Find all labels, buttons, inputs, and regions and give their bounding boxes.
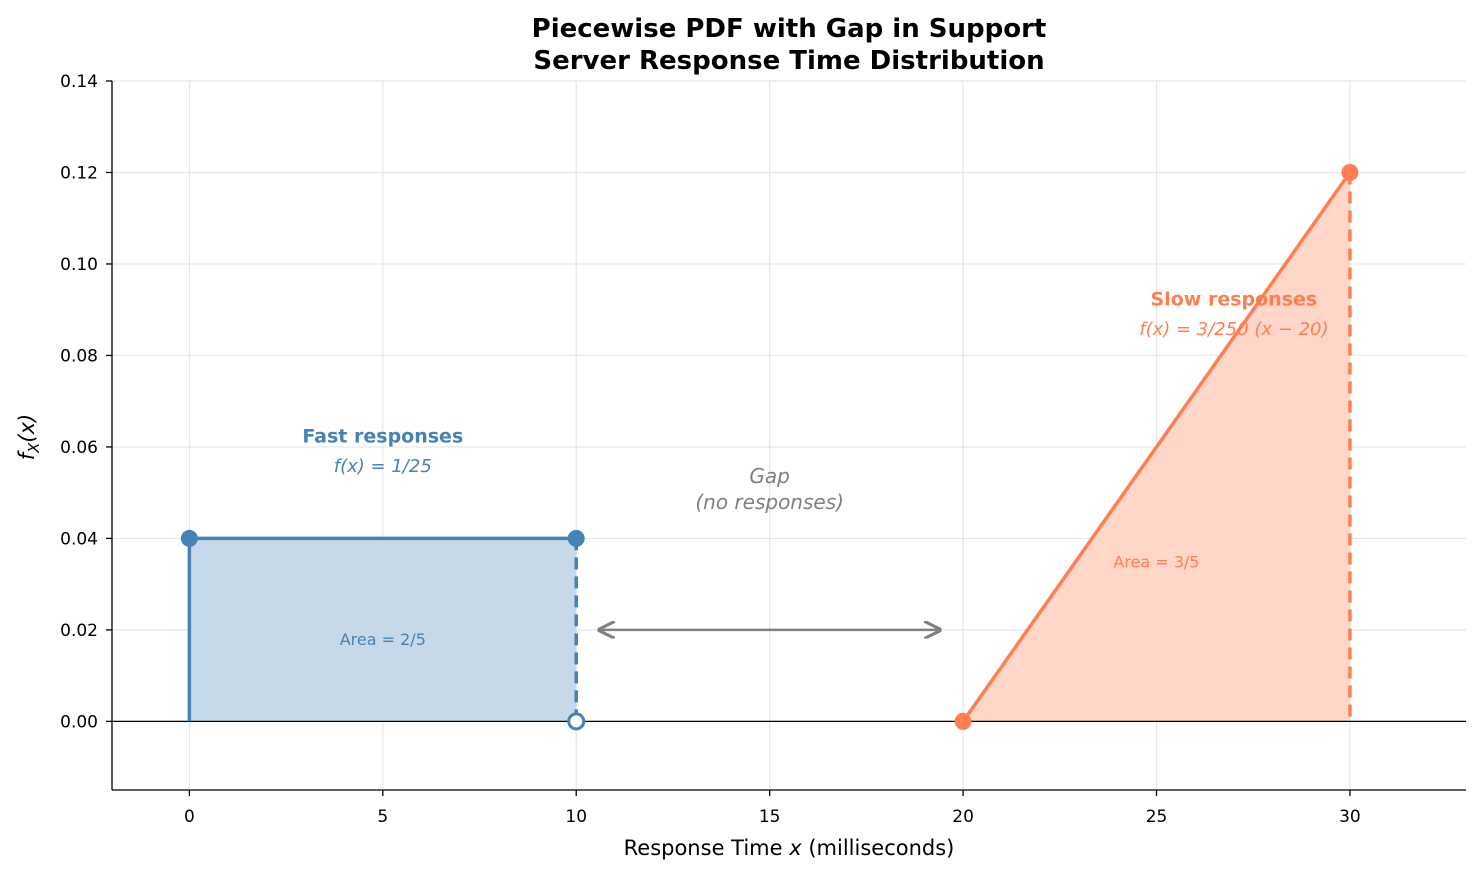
series-annotations: Fast responses f(x) = 1/25 Area = 2/5 Slow … bbox=[302, 288, 1328, 649]
series-lines bbox=[180, 163, 1359, 731]
y-tick-label: 0.00 bbox=[60, 712, 98, 732]
x-tick-label: 15 bbox=[759, 807, 781, 827]
fast-open-point bbox=[567, 712, 586, 731]
y-tick-label: 0.12 bbox=[60, 163, 98, 183]
slow-area-label: Area = 3/5 bbox=[1113, 552, 1199, 571]
x-tick-label: 25 bbox=[1146, 807, 1168, 827]
x-tick-label: 5 bbox=[377, 807, 388, 827]
fast-series-label: Fast responses bbox=[302, 426, 463, 448]
x-axis-label-var: x bbox=[788, 836, 802, 860]
x-axis-label-suffix: (milliseconds) bbox=[802, 836, 955, 860]
x-tick-label: 30 bbox=[1339, 807, 1361, 827]
x-tick-label: 10 bbox=[565, 807, 587, 827]
y-axis-label: fX(x) bbox=[15, 414, 43, 461]
y-tick-label: 0.02 bbox=[60, 621, 98, 641]
y-axis-label-tail: (x) bbox=[15, 414, 39, 443]
slow-start-point bbox=[954, 712, 972, 730]
fast-end-point bbox=[567, 529, 585, 547]
fast-start-point bbox=[180, 529, 198, 547]
tick-labels: 0 5 10 15 20 25 30 0.00 0.02 0.04 0.06 0.08 0.10 0.12… bbox=[60, 72, 1361, 827]
y-tick-label: 0.14 bbox=[60, 72, 98, 92]
y-tick-label: 0.06 bbox=[60, 438, 98, 458]
x-tick-label: 20 bbox=[952, 807, 974, 827]
y-tick-label: 0.10 bbox=[60, 255, 98, 275]
chart-title: Piecewise PDF with Gap in Support bbox=[532, 14, 1047, 44]
gap-label-line1: Gap bbox=[749, 464, 789, 488]
slow-end-point bbox=[1341, 163, 1359, 181]
slow-series-label: Slow responses bbox=[1151, 288, 1318, 310]
fast-area-label: Area = 2/5 bbox=[340, 630, 426, 649]
chart-subtitle: Server Response Time Distribution bbox=[533, 46, 1044, 76]
gap-annotation: Gap(no responses) bbox=[599, 464, 939, 630]
y-tick-label: 0.08 bbox=[60, 346, 98, 366]
fast-area-fill bbox=[189, 538, 577, 722]
fast-series-formula: f(x) = 1/25 bbox=[334, 456, 432, 477]
slow-series-formula: f(x) = 3/250 (x − 20) bbox=[1139, 319, 1328, 340]
x-axis-label: Response Time x (milliseconds) bbox=[624, 836, 955, 860]
gap-label-line2: (no responses) bbox=[695, 490, 844, 514]
x-tick-label: 0 bbox=[184, 807, 195, 827]
y-axis-label-main: f bbox=[15, 449, 39, 460]
y-tick-label: 0.04 bbox=[60, 529, 98, 549]
axes bbox=[111, 81, 1466, 791]
slow-pdf-line bbox=[961, 171, 1352, 723]
y-axis-label-sub: X bbox=[25, 442, 43, 454]
x-axis-label-prefix: Response Time bbox=[624, 836, 790, 860]
